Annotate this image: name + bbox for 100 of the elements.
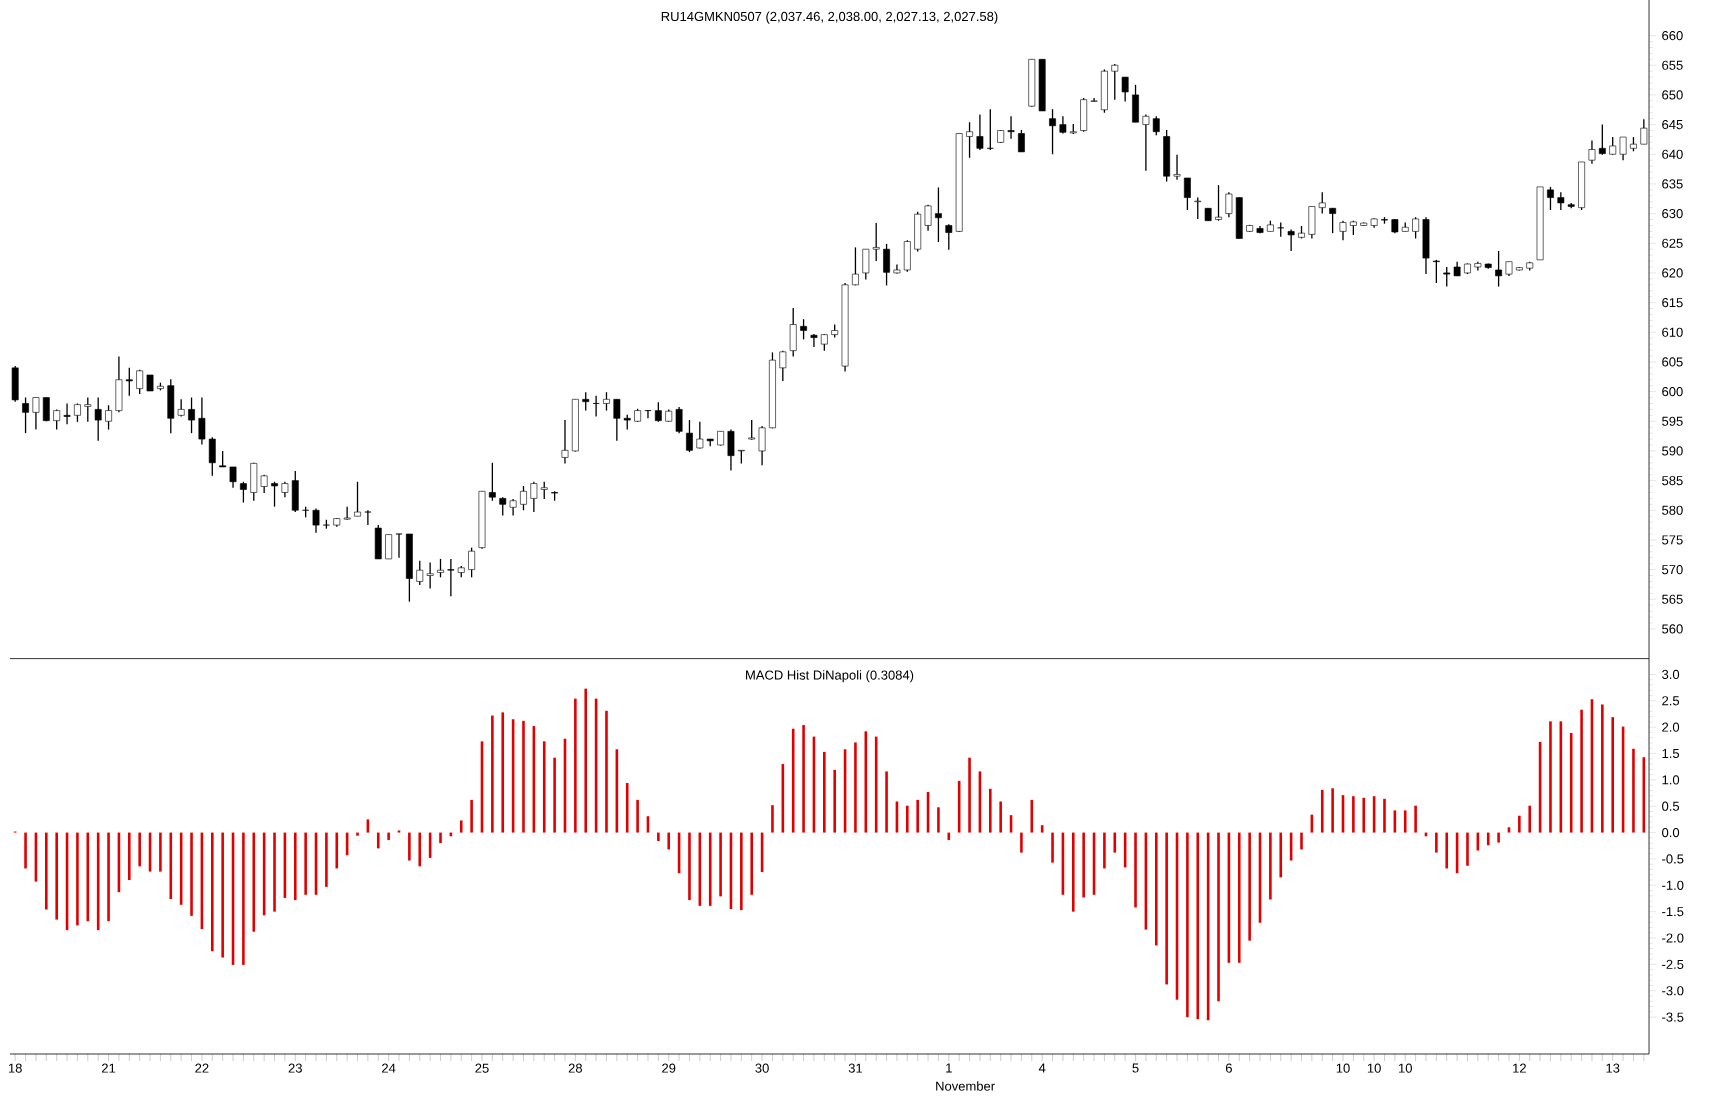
- x-tick-label: 5: [1132, 1063, 1139, 1073]
- x-tick-label: 28: [568, 1063, 583, 1073]
- x-tick-label: 10: [1399, 1063, 1412, 1073]
- bar: [854, 742, 857, 833]
- bar: [823, 751, 826, 833]
- candlestick: [779, 350, 787, 382]
- candlestick: [654, 401, 662, 423]
- bar: [470, 799, 473, 833]
- bar: [76, 832, 79, 926]
- bar: [418, 832, 422, 867]
- candlestick: [530, 481, 538, 513]
- candlestick: [1142, 113, 1150, 172]
- y-tick-label: -1.5: [1662, 907, 1684, 917]
- y-tick-label: 2.5: [1662, 696, 1680, 706]
- y-tick-label: 0.0: [1662, 827, 1680, 838]
- bar: [397, 830, 401, 833]
- bar: [210, 832, 214, 952]
- bar: [1632, 748, 1635, 833]
- candlestick: [74, 402, 81, 423]
- bar: [1486, 832, 1490, 846]
- candlestick: [136, 368, 144, 395]
- y-tick-label: -2.5: [1662, 959, 1684, 969]
- text: RU14GMKN0507 (2,037.46, 2,038.00, 2,027.13, 2,027.58): [661, 11, 998, 24]
- bar: [242, 832, 245, 965]
- bar: [107, 832, 110, 922]
- candlestick: [1588, 139, 1596, 165]
- candlestick: [354, 481, 361, 517]
- y-tick-label: -3.5: [1662, 1012, 1684, 1022]
- bar: [1300, 832, 1303, 850]
- x-tick-label: 22: [195, 1063, 209, 1073]
- x-tick-label: 24: [382, 1063, 396, 1073]
- bar: [906, 805, 909, 833]
- x-tick-label: 31: [848, 1063, 863, 1073]
- candlestick: [32, 396, 40, 431]
- bar: [708, 832, 712, 906]
- bar: [1518, 815, 1521, 833]
- bar: [1196, 832, 1200, 1020]
- y-tick-label: 620: [1662, 268, 1683, 278]
- bar: [408, 832, 411, 861]
- bar: [1320, 789, 1324, 833]
- candlestick: [271, 481, 278, 508]
- x-tick-label: 29: [662, 1063, 676, 1073]
- candlestick: [395, 533, 403, 559]
- candlestick: [561, 419, 569, 465]
- candlestick: [1007, 115, 1015, 140]
- bar: [335, 832, 339, 869]
- candlestick: [125, 367, 133, 397]
- candlestick: [976, 113, 984, 151]
- bar: [584, 688, 588, 833]
- x-tick-label: 4: [1038, 1063, 1046, 1073]
- bar: [1569, 732, 1573, 833]
- candlestick: [105, 404, 112, 431]
- bar: [1601, 704, 1604, 833]
- bar: [719, 832, 722, 897]
- bar: [1134, 832, 1137, 908]
- candlestick: [63, 402, 71, 425]
- x-tick-label: 23: [288, 1063, 302, 1073]
- candlestick: [437, 558, 444, 578]
- bar: [1445, 832, 1449, 869]
- candlestick: [416, 560, 424, 586]
- candlestick: [966, 121, 973, 159]
- bar: [273, 832, 276, 912]
- bar: [771, 805, 774, 833]
- candlestick: [1443, 266, 1451, 288]
- bar: [55, 832, 58, 920]
- y-tick-label: 570: [1662, 564, 1683, 575]
- bar: [1383, 798, 1386, 833]
- y-tick-label: -1.0: [1662, 880, 1684, 890]
- candlestick: [364, 509, 372, 526]
- candlestick: [1194, 196, 1202, 220]
- candlestick: [1598, 123, 1606, 156]
- bar: [667, 832, 671, 850]
- y-tick-label: 1.5: [1662, 748, 1680, 759]
- candlestick: [1049, 108, 1056, 155]
- bar: [553, 757, 556, 833]
- bar: [1497, 832, 1500, 843]
- candlestick: [1318, 191, 1326, 215]
- candlestick: [1619, 136, 1627, 161]
- candlestick: [883, 243, 890, 287]
- candlestick: [426, 561, 434, 590]
- y-tick-label: 595: [1662, 416, 1683, 426]
- candlestick: [84, 396, 92, 423]
- bar: [1154, 832, 1158, 946]
- bar: [1414, 805, 1417, 833]
- y-tick-label: 565: [1662, 594, 1683, 604]
- candlestick: [862, 248, 870, 281]
- bar: [1103, 832, 1106, 869]
- candlestick: [229, 466, 237, 489]
- bar: [1051, 832, 1054, 863]
- x-tick-label: 10: [1336, 1063, 1350, 1073]
- candlestick: [53, 408, 61, 431]
- bar: [1528, 805, 1532, 833]
- text: MACD Hist DiNapoli (0.3084): [746, 670, 914, 683]
- candlestick: [1215, 184, 1222, 222]
- bar: [491, 715, 494, 833]
- y-tick-label: -0.5: [1662, 854, 1684, 864]
- bar: [937, 807, 940, 833]
- y-tick-label: 645: [1662, 119, 1683, 130]
- candlestick: [613, 398, 621, 442]
- y-tick-label: 560: [1662, 624, 1683, 634]
